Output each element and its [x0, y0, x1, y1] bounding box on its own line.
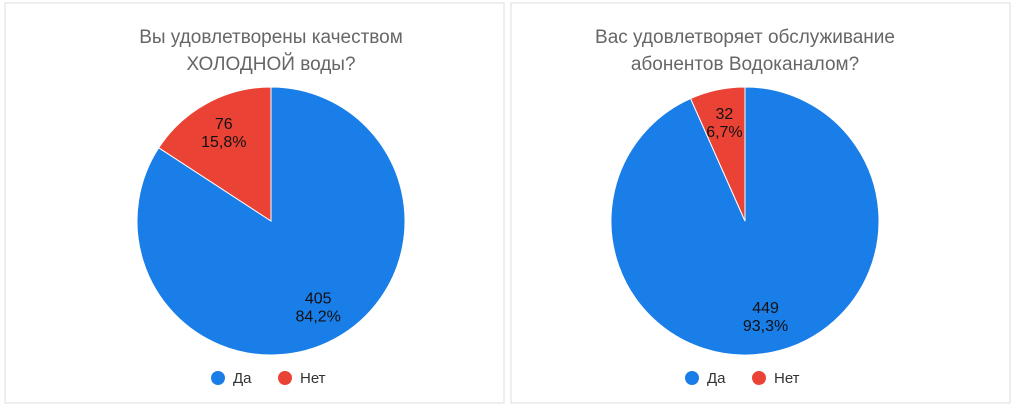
legend-marker	[685, 371, 699, 385]
slice-percent: 84,2%	[296, 308, 341, 325]
slice-percent: 15,8%	[201, 134, 246, 151]
chart-title: Вы удовлетворены качеством	[139, 27, 403, 48]
legend-marker	[752, 371, 766, 385]
legend-marker	[278, 371, 292, 385]
legend-label: Нет	[774, 370, 800, 387]
legend-label: Да	[233, 370, 252, 387]
slice-percent: 6,7%	[706, 124, 742, 141]
slice-count: 405	[305, 290, 332, 307]
legend-label: Да	[707, 370, 726, 387]
legend-label: Нет	[300, 370, 326, 387]
chart-title: Вас удовлетворяет обслуживание	[595, 27, 895, 48]
chart-title: абонентов Водоканалом?	[631, 54, 859, 75]
slice-count: 76	[215, 116, 233, 133]
slice-count: 449	[752, 300, 779, 317]
pie-slice	[689, 86, 746, 222]
chart-title: ХОЛОДНОЙ воды?	[186, 53, 355, 75]
pie-slice	[158, 86, 272, 222]
legend-marker	[211, 371, 225, 385]
slice-percent: 93,3%	[743, 318, 788, 335]
slice-count: 32	[716, 106, 734, 123]
